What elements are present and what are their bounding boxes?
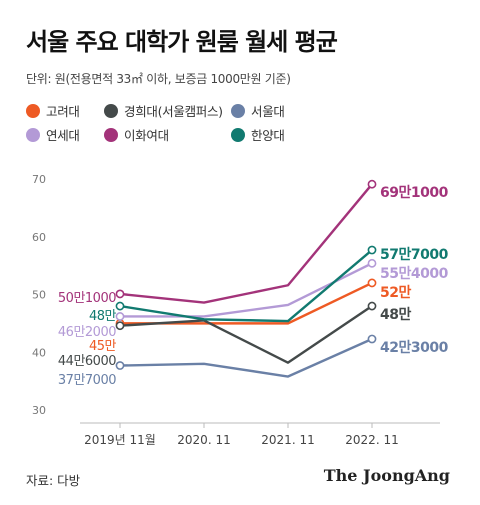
start-value-label: 37만7000: [58, 373, 116, 388]
legend-swatch: [26, 127, 40, 142]
legend-item: 한양대: [231, 125, 285, 144]
series-line: [119, 183, 373, 304]
y-tick-label: 40: [32, 346, 46, 359]
legend-item: 경희대(서울캠퍼스): [104, 101, 223, 120]
start-value-label: 46만2000: [58, 325, 116, 340]
legend-swatch: [104, 103, 118, 118]
end-value-label: 42만3000: [380, 340, 449, 356]
legend-swatch: [104, 127, 118, 142]
publisher-logo: The JoongAng: [323, 466, 450, 485]
data-point: [367, 245, 377, 255]
legend-item: 고려대: [26, 101, 80, 120]
series-line: [119, 249, 373, 323]
chart-title: 서울 주요 대학가 원룸 월세 평균: [26, 28, 338, 56]
unit-note: 단위: 원(전용면적 33㎡ 이하, 보증금 1000만원 기준): [26, 72, 291, 86]
data-point: [367, 301, 377, 311]
legend-item: 이화여대: [104, 125, 169, 144]
series-line: [120, 262, 373, 318]
legend-swatch: [231, 103, 245, 118]
line-chart: 30 40 50 60 70 2019년 11월 2020. 11 2021. 11 2022.…: [32, 173, 449, 447]
data-point: [115, 361, 125, 370]
x-tick-label: 2022. 11: [345, 433, 398, 447]
end-value-label: 52만: [380, 285, 411, 301]
end-value-label: 57만7000: [380, 247, 449, 263]
data-point: [115, 321, 125, 331]
start-value-label: 50만1000: [58, 291, 116, 306]
data-point: [367, 258, 377, 268]
data-point: [115, 312, 125, 321]
legend-label: 경희대(서울캠퍼스): [124, 104, 223, 119]
data-point: [115, 301, 125, 311]
x-tick-label: 2019년 11월: [84, 433, 156, 447]
end-value-label: 69만1000: [380, 185, 449, 201]
legend-item: 연세대: [26, 125, 80, 144]
legend-label: 이화여대: [124, 128, 169, 143]
data-point: [367, 278, 377, 288]
y-tick-label: 60: [32, 231, 46, 244]
source-note: 자료: 다방: [26, 473, 81, 488]
data-point: [367, 334, 377, 344]
legend-label: 서울대: [251, 104, 285, 119]
legend-swatch: [231, 127, 245, 142]
end-value-label: 55만4000: [380, 266, 449, 282]
data-point: [367, 179, 377, 189]
x-tick-label: 2020. 11: [177, 433, 230, 447]
legend-label: 한양대: [251, 128, 285, 143]
series-line: [119, 305, 373, 364]
data-point: [115, 289, 125, 299]
y-tick-label: 70: [32, 173, 46, 186]
series-line: [119, 337, 373, 378]
start-value-label: 45만: [89, 339, 117, 354]
start-value-label: 48만: [89, 309, 117, 324]
legend-label: 고려대: [46, 104, 80, 119]
start-value-label: 44만6000: [58, 354, 116, 369]
y-tick-label: 50: [32, 289, 46, 302]
end-value-label: 48만: [380, 307, 411, 323]
y-tick-label: 30: [32, 404, 46, 417]
x-tick-label: 2021. 11: [261, 433, 314, 447]
legend-label: 연세대: [46, 128, 80, 143]
legend-swatch: [26, 103, 40, 118]
legend-item: 서울대: [231, 101, 285, 120]
